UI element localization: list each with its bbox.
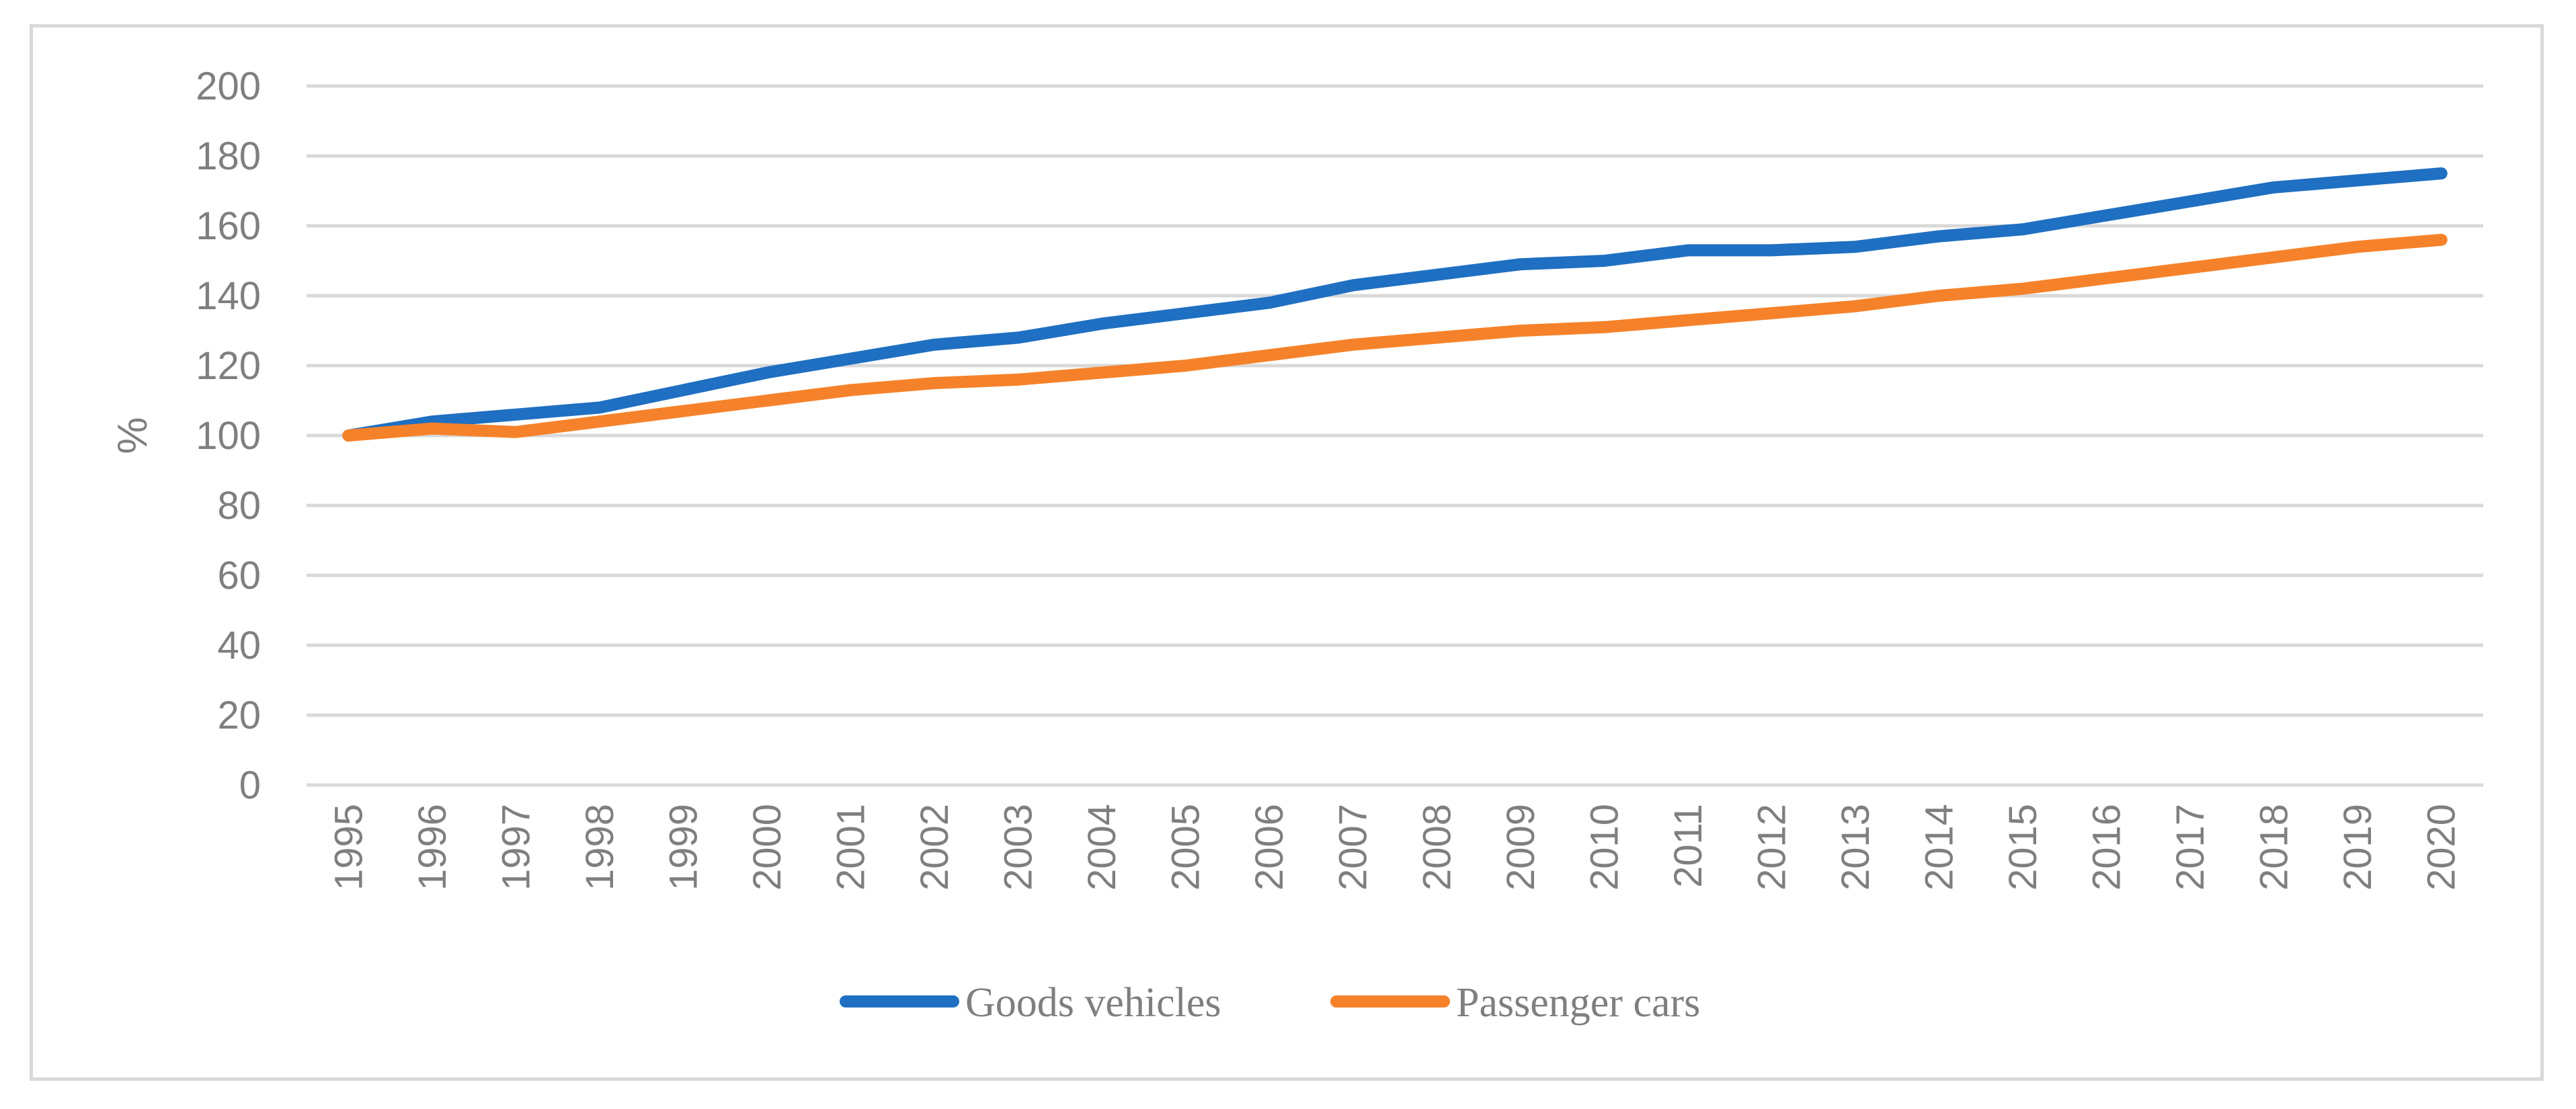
y-axis-ticks: 0 20 40 60 80 100 120 140 160 180 200 [196, 65, 261, 807]
x-tick-label: 2001 [830, 804, 873, 891]
y-tick-label: 120 [196, 344, 261, 388]
x-tick-label: 2017 [2169, 804, 2212, 891]
x-tick-label: 2009 [1499, 804, 1543, 891]
x-tick-label: 1997 [494, 804, 538, 891]
x-tick-label: 2002 [913, 804, 957, 891]
y-tick-label: 60 [217, 554, 261, 598]
x-tick-label: 2008 [1415, 804, 1459, 891]
x-tick-label: 2000 [746, 804, 789, 891]
y-tick-label: 140 [196, 274, 261, 318]
x-tick-label: 1996 [411, 804, 454, 891]
chart-frame [30, 24, 2544, 1081]
series-line-passenger-cars [342, 233, 2448, 442]
y-tick-label: 0 [239, 764, 261, 807]
x-tick-label: 1995 [327, 804, 370, 891]
x-tick-label: 2005 [1164, 804, 1208, 891]
y-tick-label: 200 [196, 65, 261, 108]
y-axis-title: % [110, 417, 156, 454]
y-tick-label: 160 [196, 204, 261, 248]
x-tick-label: 1999 [661, 804, 705, 891]
x-tick-label: 2004 [1080, 804, 1124, 891]
gridlines [307, 84, 2483, 787]
x-tick-label: 1998 [578, 804, 622, 891]
y-tick-label: 20 [217, 694, 261, 737]
y-tick-label: 180 [196, 134, 261, 178]
x-tick-label: 2003 [997, 804, 1041, 891]
x-tick-label: 2010 [1582, 804, 1626, 891]
series-line-goods-vehicles [342, 167, 2448, 442]
legend: Goods vehicles Passenger cars [840, 980, 1700, 1026]
x-tick-label: 2015 [2001, 804, 2045, 891]
x-tick-label: 2014 [1918, 804, 1962, 891]
series-lines [342, 167, 2448, 442]
x-tick-label: 2011 [1666, 804, 1710, 888]
x-tick-label: 2006 [1248, 804, 1291, 891]
y-tick-label: 100 [196, 414, 261, 458]
legend-label: Goods vehicles [965, 980, 1221, 1026]
y-tick-label: 80 [217, 484, 261, 528]
x-tick-label: 2007 [1332, 804, 1375, 891]
legend-label: Passenger cars [1456, 980, 1700, 1026]
x-tick-label: 2012 [1750, 804, 1794, 891]
x-axis-ticks: 1995 1996 1997 1998 1999 2000 2001 2002 2003 2004… [327, 804, 2463, 891]
x-tick-label: 2020 [2420, 804, 2464, 891]
x-tick-label: 2013 [1834, 804, 1878, 891]
x-tick-label: 2016 [2085, 804, 2129, 891]
y-tick-label: 40 [217, 624, 261, 667]
x-tick-label: 2019 [2336, 804, 2380, 891]
x-tick-label: 2018 [2253, 804, 2296, 891]
